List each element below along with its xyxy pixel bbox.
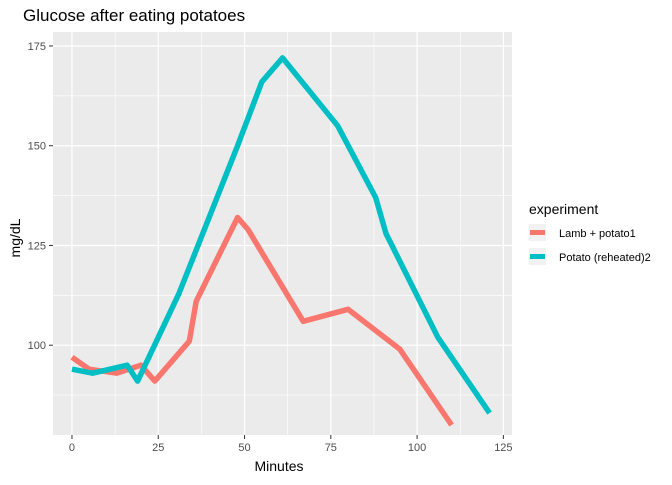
chart-title: Glucose after eating potatoes: [23, 6, 245, 25]
x-axis-label: Minutes: [254, 458, 303, 474]
y-tick-label: 100: [28, 340, 46, 352]
x-tick-label: 100: [408, 442, 426, 454]
x-tick-label: 75: [325, 442, 337, 454]
x-tick-label: 50: [238, 442, 250, 454]
y-axis-label: mg/dL: [7, 218, 23, 257]
series-lines: [70, 55, 492, 427]
legend-label-1: Lamb + potato1: [559, 228, 636, 240]
y-tick-label: 125: [28, 240, 46, 252]
series-line-2: [71, 55, 492, 415]
legend-label-2: Potato (reheated)2: [559, 252, 651, 264]
y-axis: 100 125 150 175: [28, 41, 53, 352]
grid-minor: [53, 32, 512, 435]
series-line-1: [70, 214, 454, 427]
x-tick-label: 25: [152, 442, 164, 454]
legend-title: experiment: [529, 201, 598, 217]
x-axis: 0 25 50 75 100 125: [69, 435, 513, 454]
y-tick-label: 175: [28, 41, 46, 53]
x-tick-label: 0: [69, 442, 75, 454]
y-tick-label: 150: [28, 141, 46, 153]
legend: experiment Lamb + potato1 Potato (reheate…: [529, 201, 651, 265]
x-tick-label: 125: [494, 442, 512, 454]
plot-panel: [53, 32, 512, 435]
grid-major: [53, 32, 512, 435]
